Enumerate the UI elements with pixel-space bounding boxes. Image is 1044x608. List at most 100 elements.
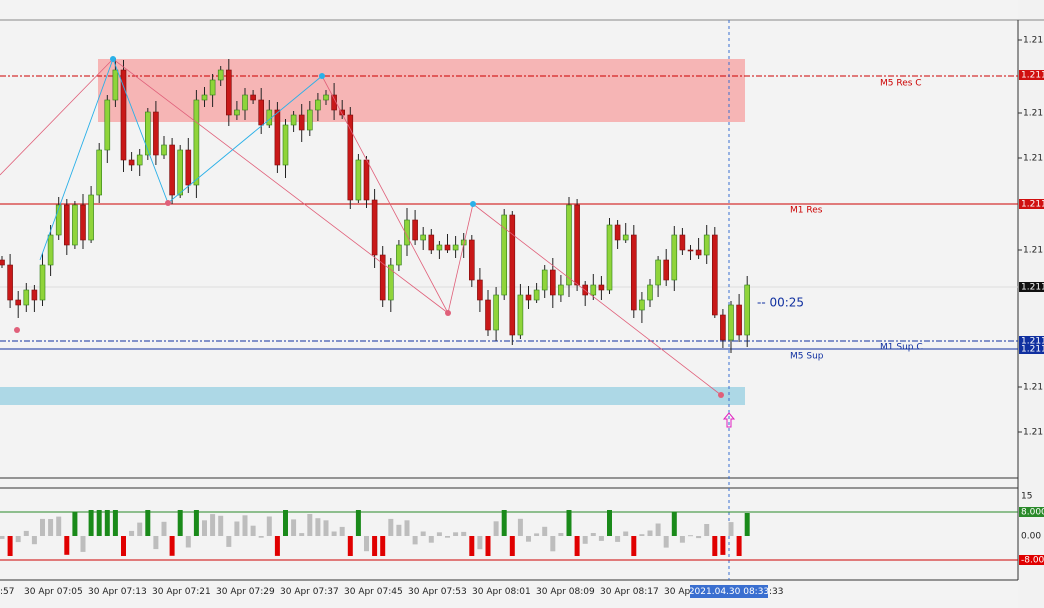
indicator-bar xyxy=(615,536,621,542)
price-label: 1.211 xyxy=(1023,246,1044,256)
time-label: 30 Apr 07:21 xyxy=(152,587,211,597)
candle-body xyxy=(485,299,491,331)
indicator-bar xyxy=(712,536,718,556)
indicator-box xyxy=(1019,555,1044,565)
indicator-label: 15 xyxy=(1021,492,1032,502)
indicator-bar xyxy=(566,510,572,536)
candle-body xyxy=(31,289,38,301)
indicator-bar xyxy=(477,536,483,550)
price-box xyxy=(1019,344,1044,354)
pivot-dot xyxy=(718,392,724,398)
candle-body xyxy=(234,109,240,116)
indicator-bar xyxy=(485,536,491,556)
time-label: 30 Apr 07:53 xyxy=(408,587,467,597)
candle-body xyxy=(80,204,86,241)
price-box xyxy=(1019,199,1044,209)
indicator-bar xyxy=(364,536,369,552)
time-label: :57 xyxy=(0,587,14,597)
indicator-bar xyxy=(639,534,645,536)
candle-body xyxy=(185,149,192,186)
indicator-bar xyxy=(372,536,378,556)
indicator-bar xyxy=(80,536,86,552)
indicator-label: 0.00 xyxy=(1021,532,1041,542)
candle-body xyxy=(298,114,305,131)
indicator-bar xyxy=(582,536,588,544)
indicator-bar xyxy=(315,518,321,536)
indicator-bar xyxy=(493,521,499,536)
indicator-bar xyxy=(331,531,337,536)
indicator-bar xyxy=(258,536,264,538)
candle-body xyxy=(630,234,637,311)
candle-body xyxy=(598,284,605,291)
indicator-bar xyxy=(242,515,248,536)
candle-body xyxy=(64,204,70,246)
time-label: 30 Apr 08:09 xyxy=(536,587,595,597)
candle-body xyxy=(736,304,742,336)
candle-body xyxy=(136,154,143,166)
indicator-bar xyxy=(671,511,677,536)
indicator-bar xyxy=(177,510,183,536)
candle-body xyxy=(55,204,62,236)
indicator-bar xyxy=(704,524,710,536)
indicator-bar xyxy=(169,536,175,556)
indicator-bar xyxy=(291,519,297,536)
candle-body xyxy=(396,244,402,266)
indicator-bar xyxy=(517,518,523,536)
zigzag-line xyxy=(321,75,449,314)
candle-body xyxy=(169,144,175,196)
indicator-bar xyxy=(72,511,78,536)
candle-body xyxy=(331,94,337,111)
indicator-bar xyxy=(153,536,159,550)
indicator-bar xyxy=(112,510,118,536)
indicator-bar xyxy=(647,530,653,536)
indicator-bar xyxy=(274,536,280,556)
time-label: 30 Apr 07:13 xyxy=(88,587,147,597)
candle-body xyxy=(15,299,21,306)
indicator-bar xyxy=(509,536,515,556)
candle-body xyxy=(347,114,354,201)
time-label: 30 Apr 07:45 xyxy=(344,587,403,597)
indicator-bar xyxy=(185,536,191,548)
indicator-bar xyxy=(590,533,596,536)
cursor-time: 2021.04.30 08:33 xyxy=(689,587,769,597)
indicator-bar xyxy=(420,531,426,536)
indicator-bar xyxy=(347,536,353,556)
candle-body xyxy=(387,264,394,301)
indicator-bar xyxy=(445,536,450,538)
candle-body xyxy=(744,284,751,336)
pivot-dot xyxy=(445,310,451,316)
time-label: 30 Ap xyxy=(664,587,690,597)
price-label: 1.211 xyxy=(1023,109,1044,119)
price-label: 1.211 xyxy=(1023,36,1044,46)
candle-body xyxy=(363,159,370,201)
price-label: 1.211 xyxy=(1023,428,1044,438)
candle-body xyxy=(242,94,248,111)
indicator-bar xyxy=(404,520,410,536)
candle-body xyxy=(274,109,281,166)
indicator-bar xyxy=(355,510,361,536)
price-box xyxy=(1019,282,1044,292)
candle-body xyxy=(306,109,313,131)
indicator-bar xyxy=(56,516,62,536)
indicator-bar xyxy=(15,536,21,543)
indicator-bar xyxy=(48,519,54,536)
candle-body xyxy=(695,249,702,256)
candle-body xyxy=(647,284,653,301)
level-label: M5 Sup xyxy=(790,352,824,362)
candle-body xyxy=(371,199,378,256)
indicator-bar xyxy=(453,532,459,536)
indicator-bar xyxy=(655,523,661,536)
indicator-bar xyxy=(145,510,151,536)
candle-body xyxy=(23,289,30,306)
indicator-bar xyxy=(40,518,45,536)
indicator-bar xyxy=(323,520,329,536)
pivot-dot xyxy=(165,200,171,206)
candle-body xyxy=(468,239,475,281)
indicator-bar xyxy=(388,518,394,536)
candle-body xyxy=(501,214,508,296)
indicator-bar xyxy=(299,533,305,536)
level-label: M1 Sup C xyxy=(880,343,923,353)
indicator-bar xyxy=(534,533,540,536)
candle-body xyxy=(728,304,734,341)
